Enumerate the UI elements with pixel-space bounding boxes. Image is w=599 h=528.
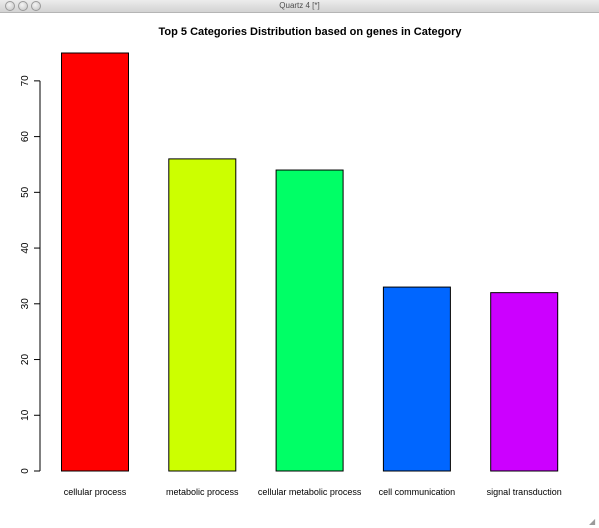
y-tick-label: 10 [20, 409, 31, 421]
x-category-label: cellular process [64, 487, 127, 497]
y-tick-label: 60 [20, 131, 31, 143]
y-tick-label: 70 [20, 75, 31, 87]
x-category-label: signal transduction [487, 487, 562, 497]
bar-chart: Top 5 Categories Distribution based on g… [20, 26, 562, 497]
y-tick-label: 30 [20, 298, 31, 310]
bars [61, 52, 559, 472]
chart-title: Top 5 Categories Distribution based on g… [159, 26, 463, 38]
y-tick-label: 20 [20, 354, 31, 366]
y-axis: 0 10 20 30 40 50 60 70 [20, 75, 41, 474]
minimize-icon[interactable] [18, 1, 28, 11]
bar [275, 169, 344, 472]
y-tick-label: 40 [20, 242, 31, 254]
y-tick-label: 50 [20, 186, 31, 198]
x-category-label: metabolic process [166, 487, 239, 497]
resize-grip-icon[interactable]: ◢ [589, 517, 596, 526]
bar [168, 158, 237, 472]
zoom-icon[interactable] [31, 1, 41, 11]
y-tick-label: 0 [20, 468, 31, 474]
x-category-label: cellular metabolic process [258, 487, 362, 497]
bar [382, 286, 451, 472]
bar [61, 52, 129, 472]
window-titlebar[interactable]: Quartz 4 [*] [0, 0, 599, 13]
close-icon[interactable] [5, 1, 15, 11]
x-category-label: cell communication [379, 487, 456, 497]
window-title: Quartz 4 [*] [279, 1, 320, 10]
bar [490, 292, 559, 472]
x-axis-labels: cellular process metabolic process cellula… [64, 487, 562, 497]
